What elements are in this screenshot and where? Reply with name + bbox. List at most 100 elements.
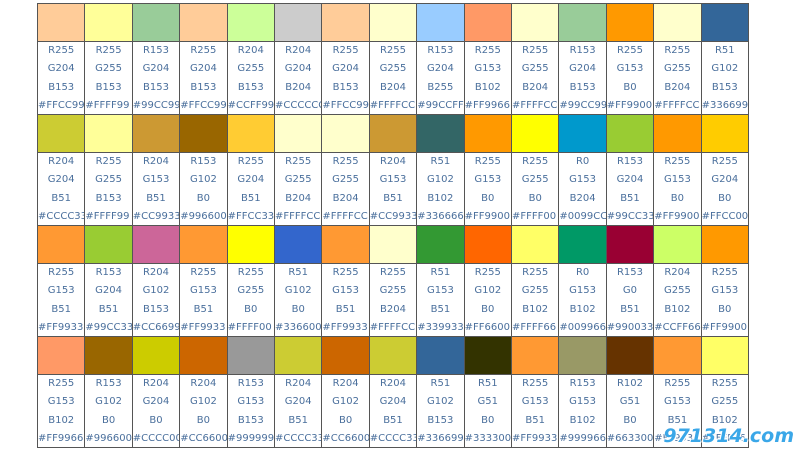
green-value: G255	[284, 174, 312, 186]
red-value: R204	[332, 378, 359, 389]
hex-value: #FFCC00	[701, 211, 748, 223]
swatch	[654, 115, 701, 153]
hex-value: #999999	[227, 433, 274, 445]
swatch	[559, 337, 606, 375]
blue-value: B0	[670, 192, 684, 204]
red-value: R255	[48, 45, 75, 56]
swatch	[464, 226, 511, 264]
green-value: G255	[663, 63, 691, 75]
green-value: G102	[474, 285, 502, 297]
blue-value: B51	[193, 303, 214, 315]
hex-value: #FFFFCC	[369, 100, 416, 112]
green-value: G153	[521, 396, 549, 408]
hex-value: #CC6699	[132, 322, 180, 334]
blue-value: B51	[667, 414, 688, 426]
color-cell: R255 G153 B51 #FF9933	[654, 337, 702, 448]
color-cell: R0 G153 B204 #0099CC	[559, 115, 607, 226]
hex-value: #99CCFF	[417, 100, 464, 112]
swatch	[132, 115, 180, 153]
red-value: R255	[711, 156, 738, 167]
green-value: G255	[237, 285, 265, 297]
color-cell: R255 G153 B51 #FF9933	[180, 226, 228, 337]
swatch	[38, 115, 85, 153]
green-value: G204	[189, 63, 217, 75]
red-value: R204	[285, 45, 312, 56]
swatch	[275, 115, 322, 153]
watermark: 971314.com	[663, 425, 794, 447]
hex-value: #CCCC33	[38, 211, 85, 223]
green-value: G153	[474, 63, 502, 75]
green-value: G153	[663, 174, 691, 186]
hex-value: #FF9900	[654, 211, 700, 223]
blue-value: B204	[664, 81, 691, 93]
red-value: R255	[664, 378, 691, 389]
blue-value: B102	[664, 303, 691, 315]
swatch	[701, 4, 748, 42]
color-cell: R204 G102 B153 #CC6699	[132, 226, 181, 337]
green-value: G153	[237, 396, 265, 408]
color-cell: R255 G204 B51 #FFCC33	[227, 115, 275, 226]
red-value: R204	[142, 267, 170, 278]
red-value: R255	[664, 156, 691, 167]
red-value: R153	[190, 156, 217, 167]
blue-value: B204	[522, 81, 549, 93]
red-value: R51	[714, 45, 735, 56]
green-value: G102	[189, 174, 217, 186]
color-cell: R255 G255 B102 #FFFF66	[512, 226, 560, 337]
green-value: G255	[237, 63, 265, 75]
swatch	[512, 337, 559, 375]
color-cell: R255 G153 B51 #FF9933	[512, 337, 560, 448]
red-value: R153	[142, 45, 170, 56]
swatch	[227, 337, 274, 375]
swatch	[559, 115, 606, 153]
green-value: G153	[569, 174, 597, 186]
blue-value: B0	[481, 192, 495, 204]
blue-value: B0	[291, 303, 305, 315]
red-value: R153	[616, 267, 644, 278]
color-cell: R255 G153 B102 #FF9966	[464, 4, 512, 115]
blue-value: B153	[332, 81, 359, 93]
swatch	[417, 4, 464, 42]
blue-value: B204	[380, 303, 406, 315]
hex-value: #996600	[180, 211, 227, 223]
red-value: R255	[95, 45, 122, 56]
swatch	[180, 4, 227, 42]
swatch	[559, 4, 606, 42]
swatch	[275, 4, 322, 42]
hex-value: #663300	[606, 433, 654, 445]
red-value: R0	[575, 156, 590, 167]
green-value: G204	[142, 396, 170, 408]
hex-value: #CC9933	[132, 211, 180, 223]
hex-value: #CCCC33	[369, 433, 417, 445]
red-value: R255	[379, 267, 407, 278]
red-value: R204	[142, 378, 170, 389]
swatch	[275, 337, 322, 375]
hex-value: #99CC33	[85, 322, 132, 334]
blue-value: B204	[285, 192, 312, 204]
swatch	[606, 115, 654, 153]
green-value: G255	[521, 63, 549, 75]
swatch	[512, 226, 559, 264]
hex-value: #FFFFCC	[654, 100, 700, 112]
blue-value: B51	[383, 414, 403, 426]
color-cell: R255 G153 B0 #FF9900	[464, 115, 512, 226]
hex-value: #FFFF00	[512, 211, 557, 223]
green-value: G204	[426, 63, 454, 75]
color-cell: R204 G153 B51 #CC9933	[132, 115, 181, 226]
blue-value: B102	[522, 303, 549, 315]
color-cell: R255 G255 B102 #FFFF66	[701, 337, 749, 448]
green-value: G153	[663, 396, 691, 408]
red-value: R204	[285, 378, 312, 389]
red-value: R204	[664, 267, 691, 278]
hex-value: #FFFF99	[85, 100, 130, 112]
green-value: G153	[142, 174, 170, 186]
color-cell: R204 G204 B51 #CCCC33	[369, 337, 418, 448]
blue-value: B51	[383, 192, 403, 204]
swatch	[132, 337, 180, 375]
swatch	[85, 337, 132, 375]
swatch	[559, 226, 606, 264]
red-value: R255	[332, 156, 359, 167]
hex-value: #FFFFCC	[275, 211, 321, 223]
hex-value: #333300	[464, 433, 511, 445]
hex-value: #0099CC	[559, 211, 606, 223]
